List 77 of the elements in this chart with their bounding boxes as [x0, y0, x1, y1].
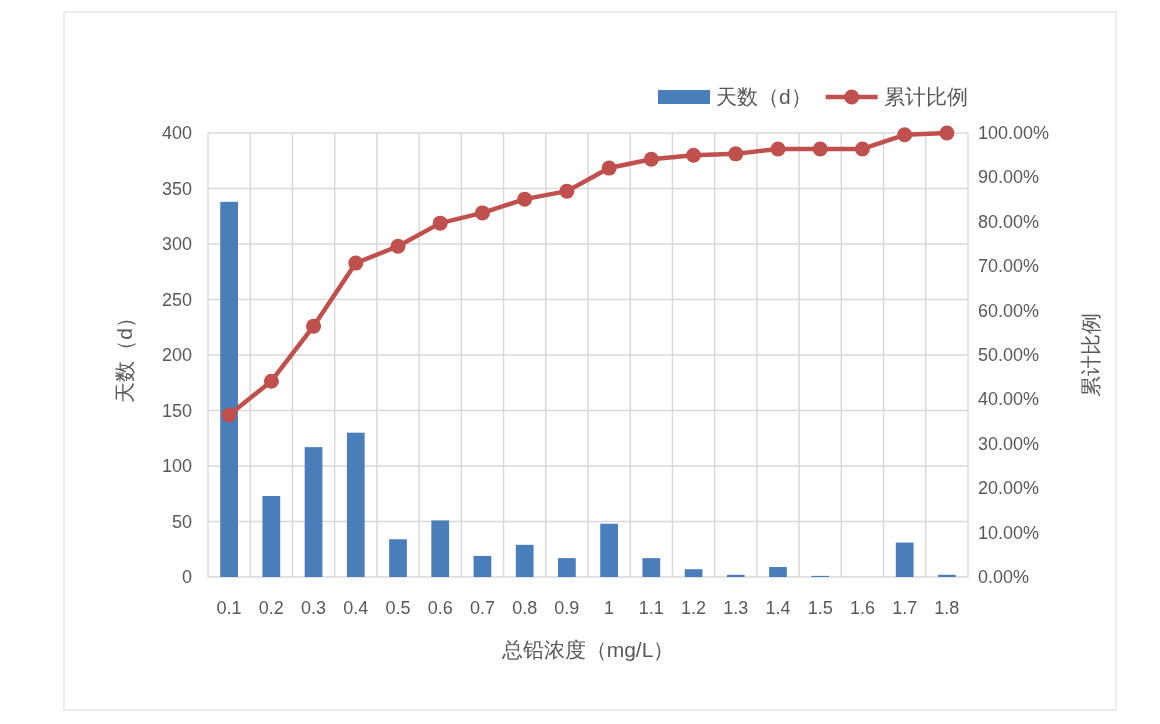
y2-tick-label: 20.00% [978, 478, 1040, 499]
legend-label: 天数（d） [716, 85, 812, 108]
bar [600, 523, 618, 577]
point [897, 127, 913, 143]
y2-tick-label: 60.00% [978, 300, 1040, 321]
y-tick-label: 100 [161, 456, 192, 476]
point [517, 191, 533, 207]
x-tick-label: 0.7 [469, 598, 495, 618]
bar [726, 574, 745, 577]
x-tick-label: 1.6 [849, 598, 875, 618]
y-tick-label: 50 [171, 511, 192, 532]
y-tick-label: 250 [161, 289, 192, 310]
bar [938, 574, 956, 577]
point [812, 141, 828, 157]
y-tick-label: 200 [161, 345, 192, 365]
point [728, 146, 744, 162]
x-tick-label: 0.8 [512, 598, 538, 618]
bar [220, 201, 238, 577]
x-tick-label: 1 [604, 598, 615, 618]
legend-label: 累计比例 [883, 85, 968, 108]
y-tick-label: 0 [181, 567, 192, 587]
y-tick-label: 350 [161, 178, 192, 199]
bar [895, 542, 914, 577]
x-tick-label: 0.4 [343, 598, 369, 618]
y2-tick-label: 100.00% [978, 123, 1050, 143]
point [263, 373, 279, 389]
point [939, 125, 955, 141]
x-tick-label: 1.1 [638, 598, 664, 618]
bar [558, 558, 576, 577]
point [306, 318, 322, 334]
point [770, 141, 786, 157]
y2-tick-label: 0.00% [978, 567, 1030, 587]
bar [346, 432, 365, 577]
point [348, 255, 364, 271]
x-tick-label: 0.6 [427, 598, 453, 618]
x-tick-label: 0.5 [385, 598, 411, 618]
x-tick-label: 0.3 [301, 598, 327, 618]
x-tick-label: 1.7 [892, 598, 918, 618]
point [686, 147, 702, 163]
bar [262, 495, 281, 577]
point [601, 160, 617, 176]
point [643, 151, 659, 167]
y2-tick-label: 50.00% [978, 345, 1040, 365]
x-tick-label: 1.2 [681, 598, 707, 618]
y-axis-title: 天数（d） [113, 307, 136, 403]
y-tick-label: 300 [161, 234, 192, 254]
bar [389, 539, 407, 577]
bar [515, 544, 534, 577]
bar [431, 520, 450, 577]
point [221, 407, 237, 423]
point [854, 141, 870, 157]
y-tick-label: 150 [161, 400, 192, 421]
y2-tick-label: 90.00% [978, 167, 1040, 188]
y2-tick-label: 80.00% [978, 211, 1040, 232]
bar [684, 569, 703, 577]
point [390, 238, 406, 254]
point [474, 205, 490, 221]
x-tick-label: 0.9 [554, 598, 580, 618]
x-tick-label: 1.8 [934, 598, 960, 618]
point [559, 183, 575, 199]
y2-tick-label: 40.00% [978, 389, 1040, 410]
y2-tick-label: 10.00% [978, 522, 1040, 543]
y2-tick-label: 30.00% [978, 433, 1040, 454]
bar [304, 447, 323, 577]
x-tick-label: 1.4 [765, 598, 791, 618]
bar [473, 555, 492, 577]
x-tick-label: 0.1 [216, 598, 242, 618]
point [432, 215, 448, 231]
bar [769, 567, 787, 577]
y2-tick-label: 70.00% [978, 256, 1040, 277]
x-tick-label: 1.3 [723, 598, 749, 618]
y2-axis-title: 累计比例 [1079, 313, 1102, 397]
y-tick-label: 400 [161, 123, 192, 143]
x-axis-title: 总铅浓度（mg/L） [500, 638, 675, 661]
x-tick-label: 1.5 [807, 598, 833, 618]
x-tick-label: 0.2 [258, 598, 284, 618]
bar [642, 558, 661, 577]
